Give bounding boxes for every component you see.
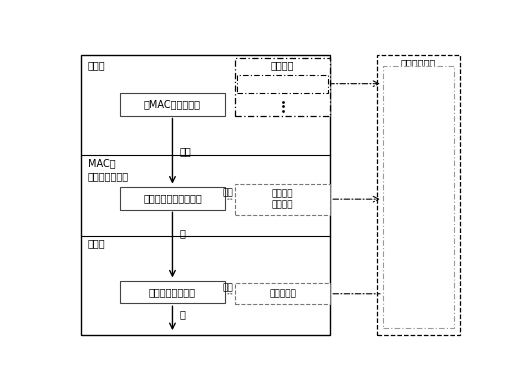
Text: 物理层: 物理层 xyxy=(88,239,105,248)
Text: 记录: 记录 xyxy=(222,283,233,292)
Bar xyxy=(383,66,454,328)
Text: 码: 码 xyxy=(180,310,185,320)
Text: 以码的形式发送帧: 以码的形式发送帧 xyxy=(149,287,196,297)
Bar xyxy=(235,183,330,215)
Text: 帧: 帧 xyxy=(180,228,185,238)
Bar xyxy=(235,283,330,304)
Bar xyxy=(120,281,225,303)
Bar xyxy=(377,55,460,336)
Text: 网络层: 网络层 xyxy=(88,60,105,70)
Bar xyxy=(120,93,225,116)
Bar xyxy=(237,75,328,92)
Text: MAC层
（数据链路层）: MAC层 （数据链路层） xyxy=(88,158,128,182)
Text: 提取: 提取 xyxy=(222,189,233,198)
Text: 分组信息发送时间: 分组信息发送时间 xyxy=(261,79,304,88)
Text: 跨层信息共享: 跨层信息共享 xyxy=(400,58,436,68)
Bar xyxy=(235,58,330,116)
Bar xyxy=(120,187,225,210)
Text: 缓存空间: 缓存空间 xyxy=(271,60,294,70)
Text: 帧对应的
分组信息: 帧对应的 分组信息 xyxy=(272,189,293,209)
Text: 分组: 分组 xyxy=(180,146,191,156)
Text: 帧发送时间: 帧发送时间 xyxy=(269,289,296,298)
Bar xyxy=(81,55,330,336)
Text: 成帧并将帧发给物理层: 成帧并将帧发给物理层 xyxy=(143,194,202,204)
Text: 向MAC层发送分组: 向MAC层发送分组 xyxy=(144,99,201,110)
